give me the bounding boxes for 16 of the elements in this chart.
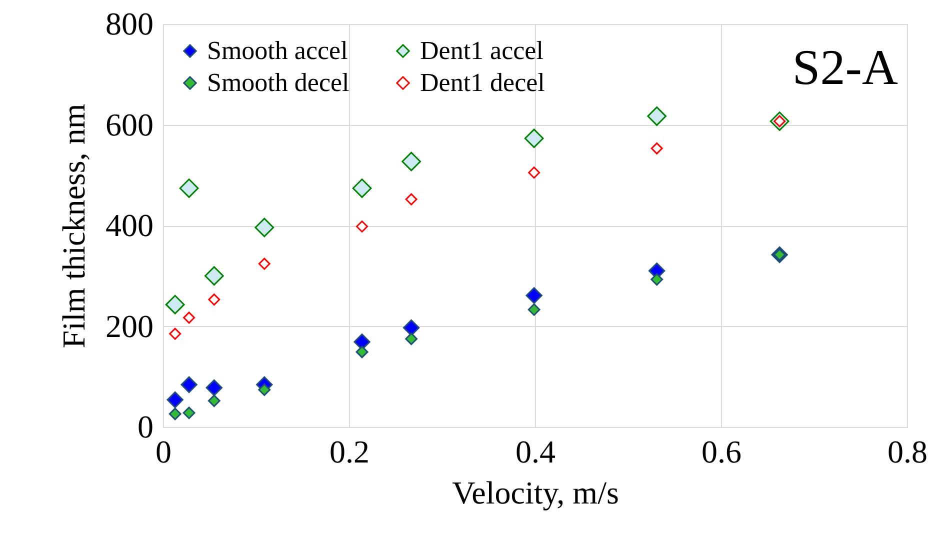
legend-label: Smooth accel bbox=[207, 36, 348, 65]
y-tick-label: 800 bbox=[106, 6, 154, 42]
y-tick-label: 0 bbox=[138, 408, 154, 444]
x-tick-label: 0.2 bbox=[330, 434, 370, 470]
legend-label: Dent1 accel bbox=[420, 36, 544, 65]
y-tick-label: 400 bbox=[106, 207, 154, 243]
y-tick-label: 200 bbox=[106, 308, 154, 344]
legend-label: Dent1 decel bbox=[420, 68, 545, 97]
annotation: S2-A bbox=[792, 39, 898, 95]
x-tick-label: 0.4 bbox=[516, 434, 556, 470]
x-axis-title: Velocity, m/s bbox=[452, 474, 619, 510]
x-tick-label: 0.8 bbox=[888, 434, 928, 470]
y-tick-label: 600 bbox=[106, 106, 154, 142]
y-axis-title: Film thickness, nm bbox=[56, 104, 92, 348]
legend-label: Smooth decel bbox=[207, 68, 350, 97]
x-tick-label: 0.6 bbox=[702, 434, 742, 470]
